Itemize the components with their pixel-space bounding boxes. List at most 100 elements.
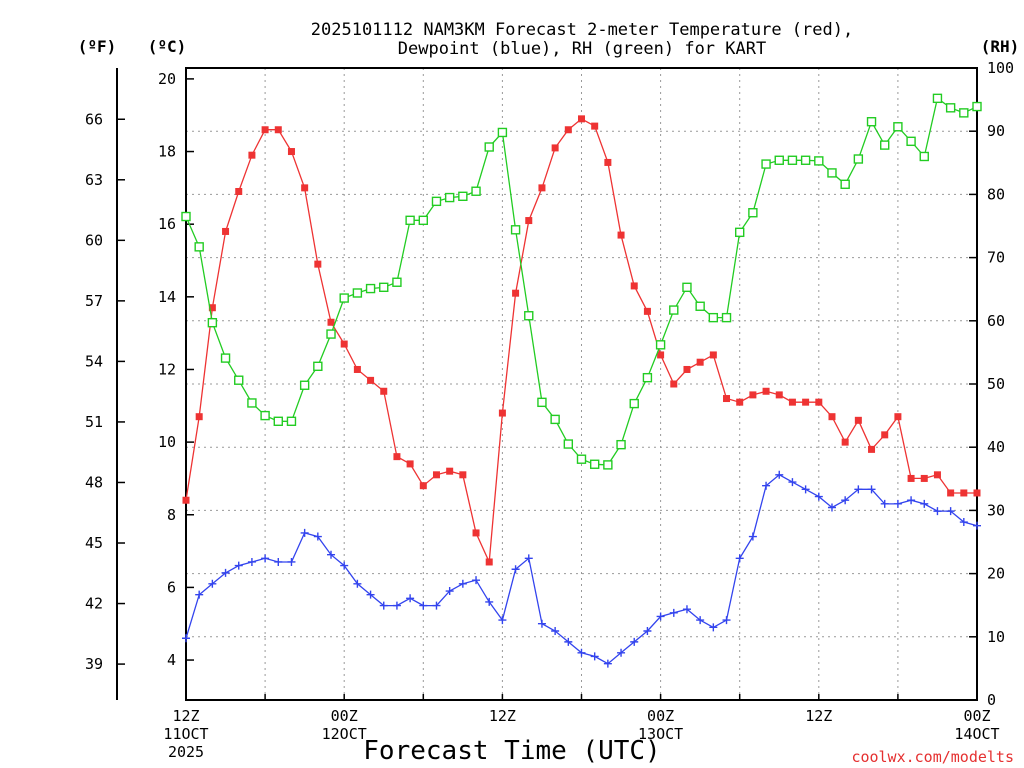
x-tick-label: 13OCT: [638, 725, 683, 743]
temperature-point: [393, 453, 401, 461]
dewpoint-point: [340, 561, 349, 570]
dewpoint-point: [748, 532, 757, 541]
rh-tick-label: 70: [987, 249, 1005, 267]
series-temperature: [182, 115, 981, 566]
rh-tick-label: 40: [987, 438, 1005, 456]
rh-point: [576, 454, 587, 464]
rh-point: [642, 372, 653, 383]
dewpoint-point: [524, 554, 533, 563]
series-rh: [181, 93, 982, 470]
dewpoint-point: [617, 648, 626, 657]
rh-tick-label: 80: [987, 185, 1005, 203]
celsius-tick-label: 20: [158, 70, 176, 88]
rh-point: [880, 140, 890, 150]
temperature-point: [617, 231, 625, 239]
temperature-point: [327, 318, 335, 326]
fahrenheit-tick-label: 57: [85, 292, 103, 310]
rh-point: [748, 208, 758, 218]
rh-point: [458, 191, 468, 201]
rh-point: [906, 136, 916, 147]
dewpoint-point: [300, 528, 309, 537]
temperature-point: [512, 289, 520, 297]
fahrenheit-tick-label: 54: [85, 352, 103, 370]
x-tick-label: 2025: [168, 743, 204, 761]
rh-point: [313, 361, 323, 372]
rh-point: [589, 459, 600, 469]
fahrenheit-tick-label: 39: [85, 655, 103, 673]
rh-point: [181, 211, 191, 222]
x-tick-label: 12Z: [805, 707, 832, 725]
rh-point: [339, 293, 349, 303]
series-dewpoint: [182, 470, 981, 668]
rh-point: [932, 93, 943, 104]
temperature-point: [380, 387, 388, 395]
celsius-tick-label: 8: [167, 506, 176, 524]
dewpoint-point: [735, 554, 744, 563]
dewpoint-point: [854, 485, 863, 494]
temperature-point: [696, 358, 704, 366]
celsius-tick-label: 10: [158, 433, 176, 451]
celsius-tick-label: 6: [167, 578, 176, 596]
dewpoint-point: [195, 590, 204, 599]
dewpoint-point: [656, 612, 665, 621]
dewpoint-point: [630, 637, 639, 646]
rh-point: [682, 282, 692, 293]
temperature-point: [578, 115, 585, 123]
rh-tick-label: 10: [987, 628, 1005, 646]
rh-point: [286, 416, 297, 426]
rh-point: [524, 311, 534, 321]
rh-point: [761, 159, 771, 169]
dewpoint-point: [682, 605, 691, 614]
temperature-point: [762, 387, 770, 395]
fahrenheit-tick-label: 45: [85, 534, 103, 552]
dewpoint-point: [801, 485, 810, 494]
dewpoint-point: [234, 561, 243, 570]
dewpoint-point: [274, 557, 283, 566]
rh-point: [629, 398, 639, 409]
dewpoint-point: [182, 634, 190, 643]
rh-point: [273, 416, 283, 426]
chart-title-line-1: 2025101112 NAM3KM Forecast 2-meter Tempe…: [311, 20, 853, 40]
rh-point: [194, 242, 204, 252]
temperature-point: [947, 489, 955, 497]
rh-point: [853, 154, 864, 164]
fahrenheit-tick-label: 63: [85, 171, 103, 189]
fahrenheit-tick-label: 51: [85, 413, 103, 431]
dewpoint-point: [485, 597, 494, 606]
temperature-point: [274, 126, 282, 134]
dewpoint-point: [208, 579, 217, 588]
credit-label: coolwx.com/modelts: [851, 748, 1014, 766]
temperature-point: [538, 184, 546, 192]
x-tick-label: 00Z: [331, 707, 358, 725]
temperature-point: [630, 282, 638, 290]
x-tick-label: 00Z: [963, 707, 990, 725]
rh-point: [669, 305, 679, 315]
rh-point: [247, 398, 257, 408]
celsius-tick-label: 14: [158, 288, 176, 306]
rh-point: [695, 301, 705, 311]
fahrenheit-tick-label: 42: [85, 595, 103, 613]
rh-point: [444, 192, 455, 203]
temperature-point: [709, 351, 717, 359]
celsius-tick-label: 4: [167, 651, 176, 669]
rh-point: [603, 460, 613, 470]
rh-point: [379, 282, 389, 293]
dewpoint-point: [564, 637, 573, 646]
rh-point: [774, 155, 784, 165]
dewpoint-point: [261, 554, 270, 563]
dewpoint-point: [445, 587, 454, 596]
temperature-point: [340, 340, 348, 348]
rh-tick-label: 50: [987, 375, 1005, 393]
rh-point: [352, 288, 363, 298]
dewpoint-line: [185, 474, 978, 665]
chart-title-line-2: Dewpoint (blue), RH (green) for KART: [398, 39, 766, 59]
dewpoint-point: [551, 626, 560, 635]
dewpoint-point: [419, 601, 428, 610]
rh-point: [972, 101, 982, 112]
dewpoint-point: [946, 507, 955, 516]
temperature-point: [498, 409, 506, 417]
rh-point: [814, 156, 824, 166]
temperature-point: [736, 398, 744, 406]
rh-point: [563, 439, 574, 449]
dewpoint-point: [406, 594, 415, 603]
